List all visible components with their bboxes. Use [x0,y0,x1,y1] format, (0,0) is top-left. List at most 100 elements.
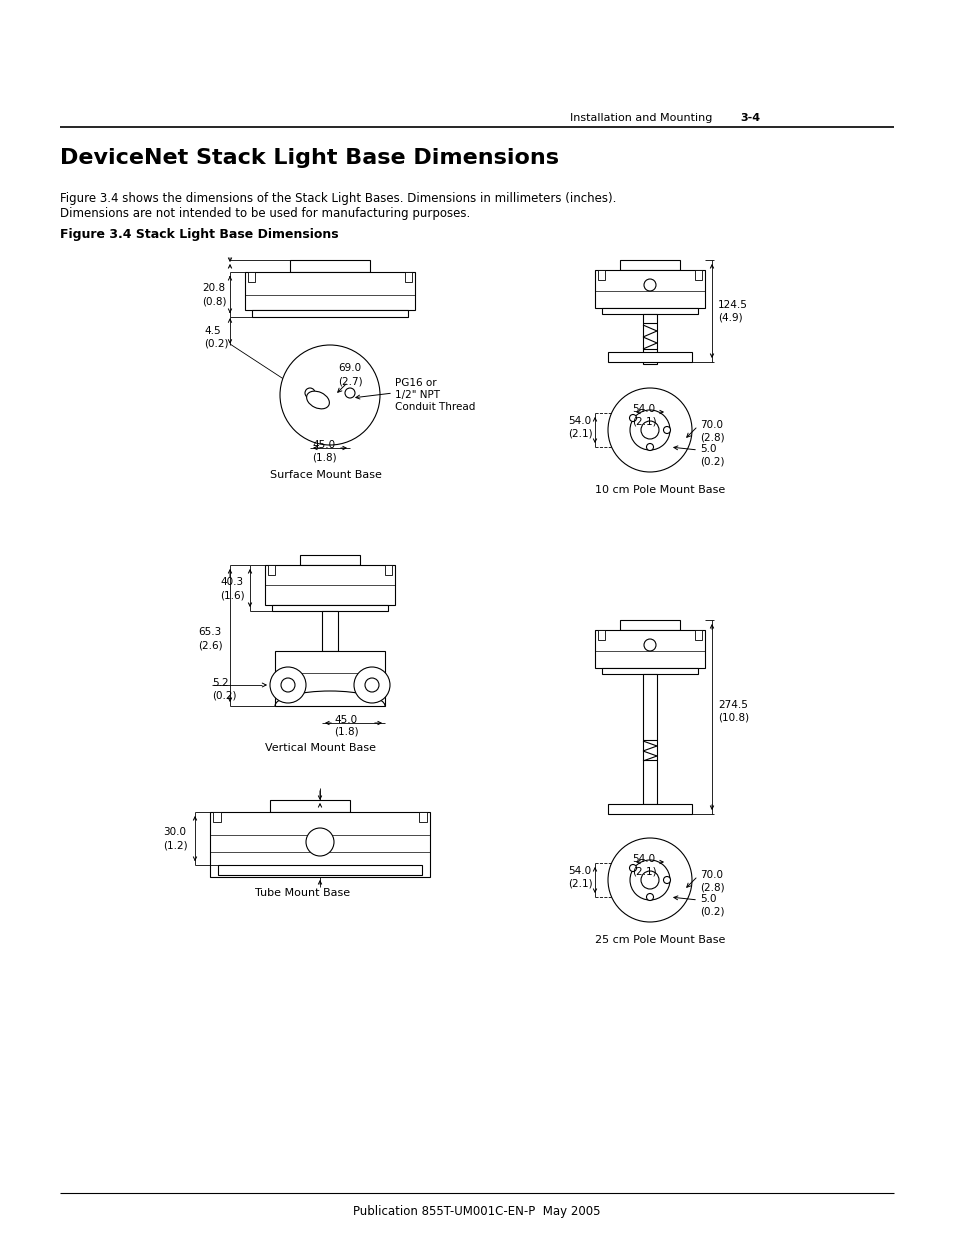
Bar [607,804,691,814]
Text: (2.8): (2.8) [700,432,724,442]
Text: 70.0: 70.0 [700,420,722,430]
Bar [598,630,604,640]
Text: (1.8): (1.8) [312,452,336,462]
Text: (2.1): (2.1) [631,866,656,876]
Text: 5.0: 5.0 [700,445,716,454]
Text: 25 cm Pole Mount Base: 25 cm Pole Mount Base [595,935,724,945]
Text: Conduit Thread: Conduit Thread [395,403,475,412]
Text: (1.6): (1.6) [220,590,244,600]
Text: 274.5: 274.5 [718,700,747,710]
Text: 3-4: 3-4 [740,112,760,124]
Circle shape [646,893,653,900]
Bar [642,674,657,804]
Text: 54.0: 54.0 [631,404,655,414]
Text: (2.1): (2.1) [567,878,592,888]
Text: 20.8: 20.8 [202,283,225,293]
Bar [270,800,350,811]
Bar [695,270,701,280]
Ellipse shape [306,391,329,409]
Text: Installation and Mounting: Installation and Mounting [569,112,712,124]
Text: PG16 or: PG16 or [395,378,436,388]
Circle shape [646,443,653,451]
Circle shape [305,388,314,398]
Bar [418,811,427,823]
Bar [218,864,421,876]
Text: (4.9): (4.9) [718,312,741,324]
Text: (0.2): (0.2) [212,690,236,700]
Circle shape [662,426,670,433]
Circle shape [607,839,691,923]
Bar [213,811,221,823]
Bar [322,611,337,651]
Text: (0.2): (0.2) [204,338,229,350]
Bar [272,605,388,611]
Text: (0.8): (0.8) [202,296,226,306]
Text: (2.8): (2.8) [700,882,724,892]
Bar [210,811,430,877]
Text: Figure 3.4 Stack Light Base Dimensions: Figure 3.4 Stack Light Base Dimensions [60,228,338,241]
Bar [619,620,679,630]
Bar [252,310,408,317]
Text: Vertical Mount Base: Vertical Mount Base [265,743,375,753]
Text: 10 cm Pole Mount Base: 10 cm Pole Mount Base [595,485,724,495]
Text: DeviceNet Stack Light Base Dimensions: DeviceNet Stack Light Base Dimensions [60,148,558,168]
Bar [595,270,704,308]
Text: 45.0: 45.0 [334,715,356,725]
Circle shape [629,410,669,450]
Text: 65.3: 65.3 [198,627,221,637]
Circle shape [629,415,636,421]
Circle shape [629,864,636,872]
Circle shape [643,638,656,651]
Text: 1/2" NPT: 1/2" NPT [395,390,439,400]
Text: (0.2): (0.2) [700,906,723,916]
Circle shape [345,388,355,398]
Text: (2.7): (2.7) [337,375,362,387]
Circle shape [270,667,306,703]
Bar [595,630,704,668]
Circle shape [365,678,378,692]
Text: (2.6): (2.6) [198,640,222,650]
Bar [598,270,604,280]
Circle shape [280,345,379,445]
Bar [385,564,392,576]
Text: 54.0: 54.0 [631,853,655,864]
Circle shape [662,877,670,883]
Circle shape [607,388,691,472]
Circle shape [281,678,294,692]
Text: (2.1): (2.1) [567,429,592,438]
Text: (1.8): (1.8) [334,727,358,737]
Text: Dimensions are not intended to be used for manufacturing purposes.: Dimensions are not intended to be used f… [60,207,470,220]
Bar [290,261,370,272]
Circle shape [640,421,659,438]
Text: 54.0: 54.0 [567,866,591,876]
Bar [248,272,254,282]
Text: (0.2): (0.2) [700,456,723,466]
Bar [607,352,691,362]
Bar [619,261,679,270]
Text: 40.3: 40.3 [220,577,243,587]
Bar [299,555,359,564]
Text: 5.0: 5.0 [700,894,716,904]
Text: 124.5: 124.5 [718,300,747,310]
Bar [245,272,415,310]
Text: Publication 855T-UM001C-EN-P  May 2005: Publication 855T-UM001C-EN-P May 2005 [353,1205,600,1218]
Bar [274,651,385,706]
Text: Figure 3.4 shows the dimensions of the Stack Light Bases. Dimensions in millimet: Figure 3.4 shows the dimensions of the S… [60,191,616,205]
Bar [695,630,701,640]
Bar [268,564,274,576]
Text: (1.2): (1.2) [163,840,188,850]
Bar [405,272,412,282]
Text: Surface Mount Base: Surface Mount Base [270,471,381,480]
Text: 5.2: 5.2 [212,678,229,688]
Bar [265,564,395,605]
Text: 69.0: 69.0 [337,363,361,373]
Text: 54.0: 54.0 [567,416,591,426]
Circle shape [629,860,669,900]
Circle shape [306,827,334,856]
Text: 45.0: 45.0 [312,440,335,450]
Circle shape [354,667,390,703]
Text: 70.0: 70.0 [700,869,722,881]
Circle shape [640,871,659,889]
Bar [601,668,698,674]
Bar [601,308,698,314]
